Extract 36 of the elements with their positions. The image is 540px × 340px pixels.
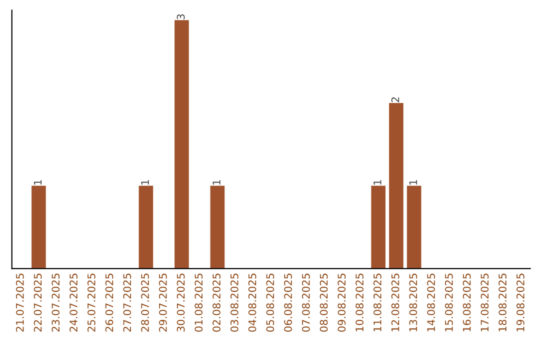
x-tick-label: 25.07.2025: [87, 274, 96, 332]
x-tick-label: 17.08.2025: [480, 274, 489, 332]
x-tick-label: 06.08.2025: [284, 274, 292, 332]
x-tick-label: 07.08.2025: [302, 274, 310, 332]
x-tick-label: 24.07.2025: [70, 274, 78, 332]
x-tick-label: 28.07.2025: [141, 274, 149, 332]
x-tick-label: 14.08.2025: [427, 274, 435, 332]
data-label: 2: [391, 97, 400, 102]
x-tick-label: 09.08.2025: [338, 274, 346, 332]
x-tick-label: 15.08.2025: [444, 274, 453, 332]
x-tick-label: 05.08.2025: [266, 274, 274, 332]
x-tick-label: 12.08.2025: [391, 274, 400, 332]
x-tick-label: 01.08.2025: [194, 274, 203, 332]
data-label: 1: [141, 180, 149, 185]
x-tick-label: 13.08.2025: [409, 274, 418, 332]
x-tick-label: 02.08.2025: [212, 274, 220, 332]
x-tick-label: 27.07.2025: [123, 274, 132, 332]
x-tick-label: 03.08.2025: [230, 274, 238, 332]
x-tick-label: 18.08.2025: [498, 274, 506, 332]
x-tick-label: 30.07.2025: [176, 274, 185, 332]
x-tick-label: 29.07.2025: [158, 274, 167, 332]
x-tick-label: 11.08.2025: [373, 274, 382, 332]
data-label: 1: [374, 180, 382, 185]
data-label: 3: [176, 14, 185, 20]
x-tick-label: 23.07.2025: [52, 274, 60, 332]
x-tick-label: 22.07.2025: [34, 274, 42, 332]
x-tick-label: 19.08.2025: [516, 274, 524, 332]
x-tick-label: 16.08.2025: [462, 274, 471, 332]
x-tick-label: 21.07.2025: [16, 274, 24, 332]
x-tick-label: 04.08.2025: [248, 274, 256, 332]
x-tick-label: 26.07.2025: [105, 274, 114, 332]
x-tick-label: 10.08.2025: [356, 274, 364, 332]
data-label: 1: [34, 180, 42, 185]
x-tick-label: 08.08.2025: [320, 274, 328, 332]
data-label: 1: [409, 180, 417, 185]
data-label: 1: [212, 180, 220, 185]
